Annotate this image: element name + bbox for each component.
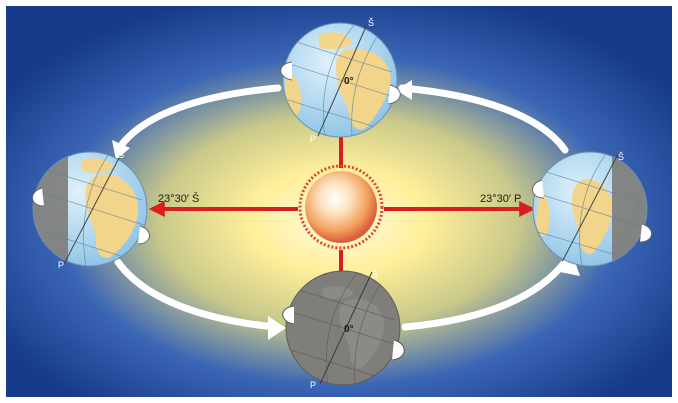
earth-axis-right [561, 153, 619, 263]
earth-top [280, 21, 401, 138]
orbit-arc-top-right [398, 84, 569, 154]
orbit-arc-bottom-left [114, 258, 279, 331]
rotation-arrow-left [32, 187, 45, 207]
sun-corona [298, 164, 384, 250]
continent-europe [318, 32, 352, 50]
label-left-latitude: 23°30′ Š [158, 192, 199, 205]
label-top-degree: 0° [344, 76, 354, 87]
pole-label-p-bottom: P [310, 380, 316, 390]
earth-right [532, 151, 652, 267]
orbit-arrowhead-left [112, 140, 130, 160]
orbit-arc-bottom-right [401, 258, 569, 331]
label-right-latitude: 23°30′ P [480, 193, 521, 205]
pole-label-s-bottom: Š [372, 270, 378, 280]
sun [298, 164, 384, 250]
orbit-arc-top-left [114, 84, 282, 154]
pole-label-s-right: Š [618, 152, 624, 162]
continent-africa [572, 179, 612, 255]
pole-label-s-left: Š [118, 150, 124, 160]
pole-label-p-left: P [58, 260, 64, 270]
rotation-arrow-right-b [639, 223, 652, 243]
earth-bottom [282, 270, 405, 386]
earth-axis-left [63, 155, 121, 265]
pole-label-p-right: P [560, 260, 566, 270]
orbit-arrowheads [112, 80, 580, 340]
sun-disc [305, 171, 377, 243]
continent-africa [335, 48, 391, 130]
rotation-arrow-bottom [282, 305, 295, 325]
continent-europe [82, 158, 114, 173]
orbit-path [114, 84, 569, 331]
rotation-arrow-top [280, 61, 293, 81]
continent-america [536, 190, 550, 237]
earth-axis-top [317, 21, 369, 137]
orbit-arrowhead-right [560, 256, 580, 276]
rotation-arrow-top-right [387, 84, 401, 105]
pole-label-s-top: Š [368, 18, 374, 28]
label-bottom-degree: 0° [344, 324, 354, 335]
rotation-arrow-bottom-right [391, 339, 405, 361]
orbit-arrowhead-top [396, 80, 412, 100]
orbit-arrowhead-bottom [268, 316, 286, 340]
earth-axis-bottom [319, 271, 373, 385]
rotation-arrow-right [532, 179, 545, 199]
pole-label-p-top: P [310, 134, 316, 144]
rotation-arrow-left-b [137, 225, 150, 245]
